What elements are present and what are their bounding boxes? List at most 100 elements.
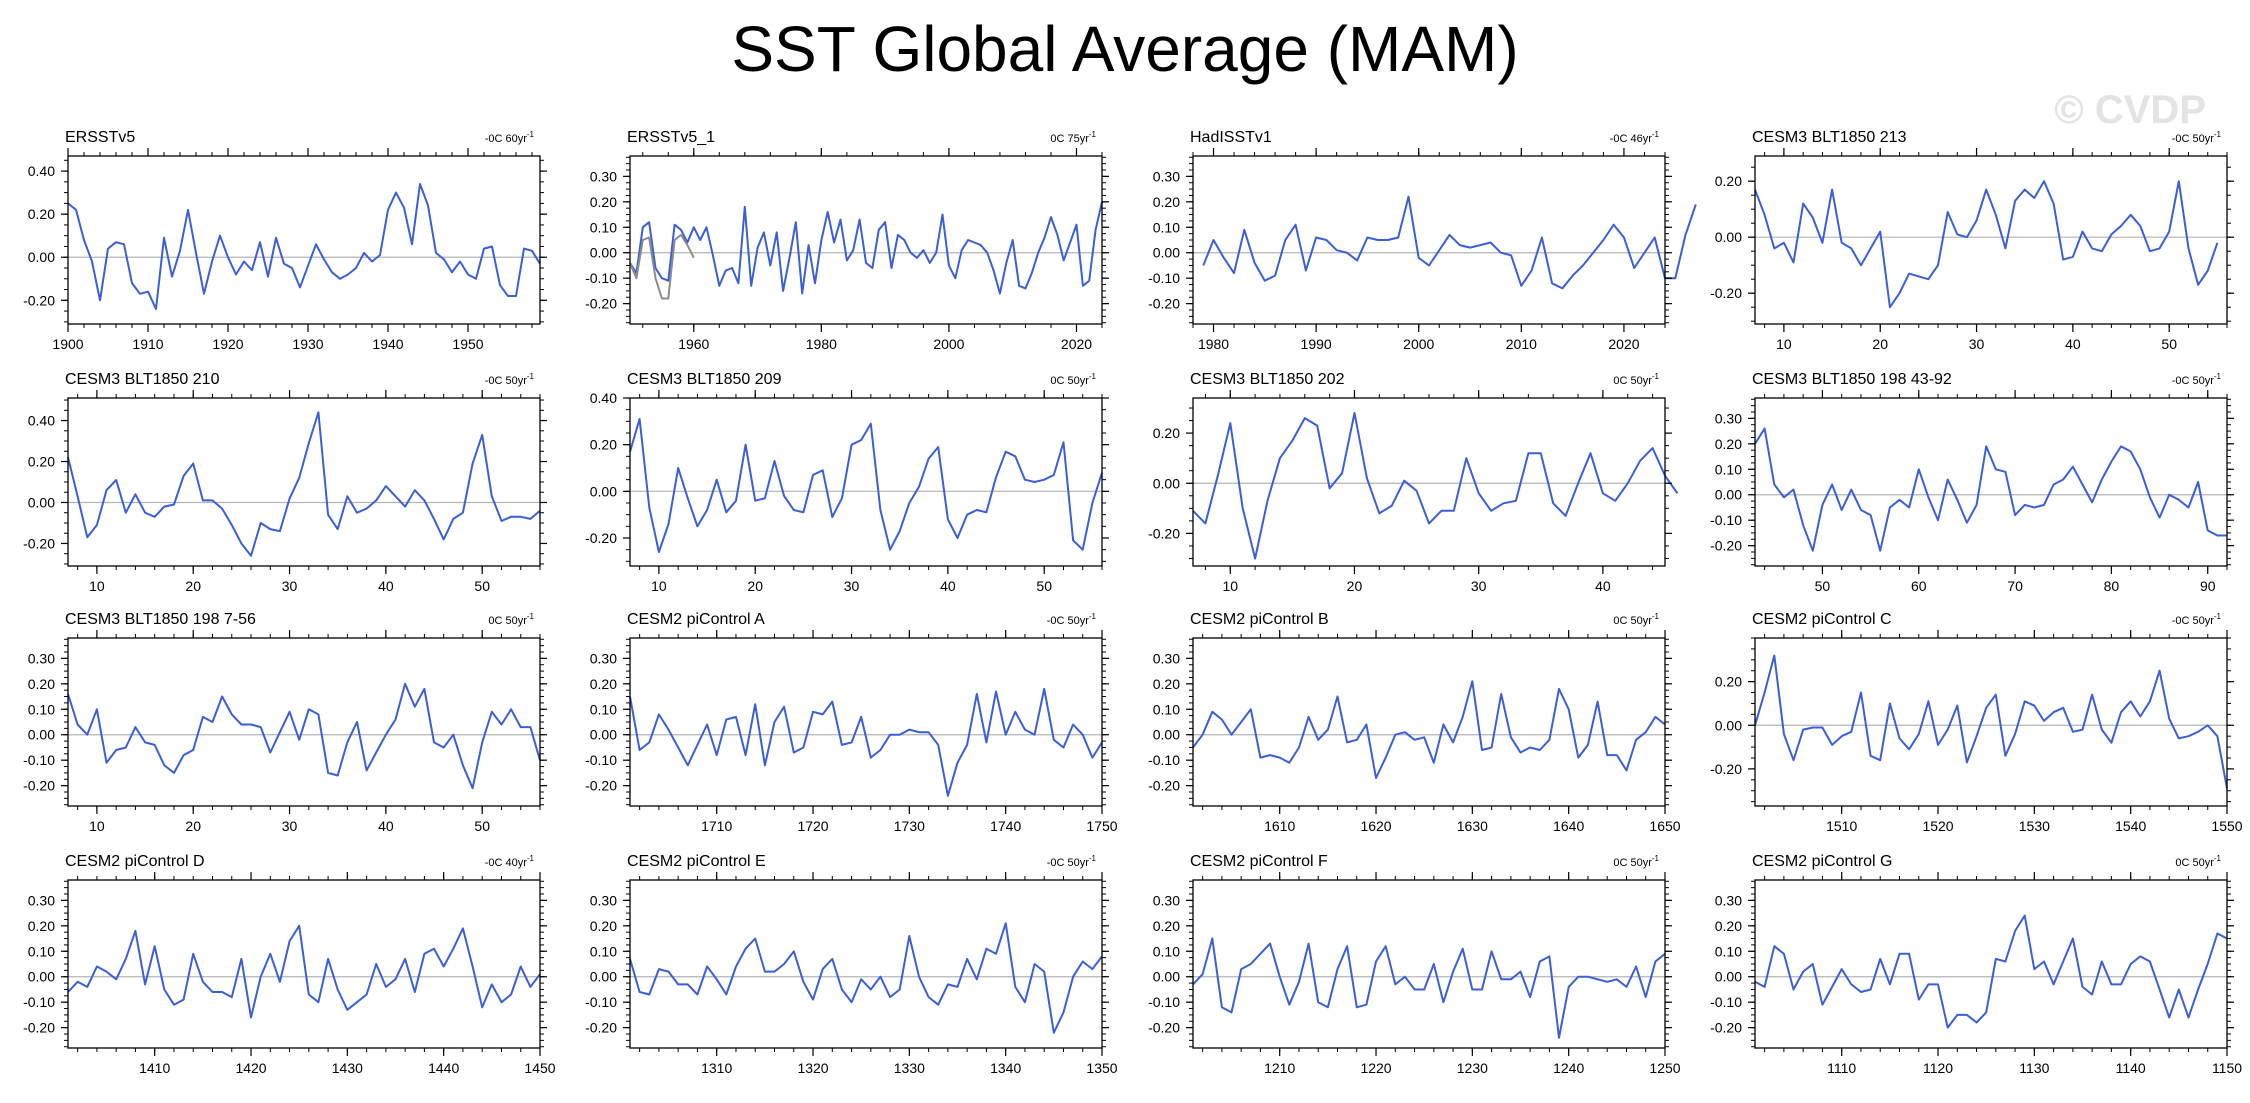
y-tick-label: 0.40 [28, 413, 55, 429]
chart-panel: -0.20 0.00 0.20 0.40 1900 1910 1920 1930 1940 195… [23, 129, 547, 352]
x-tick-label: 10 [651, 578, 667, 594]
x-tick-label: 50 [474, 578, 490, 594]
x-tick-label: 1980 [1198, 336, 1229, 352]
x-tick-label: 20 [185, 818, 201, 834]
y-tick-label: 0.10 [28, 701, 55, 717]
plot-frame [1192, 397, 1666, 567]
y-tick-label: 0.20 [590, 918, 617, 934]
y-tick-label: -0.10 [1148, 752, 1180, 768]
panel-trend-superscript: -1 [1652, 130, 1660, 139]
x-tick-label: 1750 [1086, 818, 1117, 834]
series-line [629, 233, 695, 300]
y-tick-label: 0.00 [1715, 229, 1742, 245]
x-tick-label: 1320 [797, 1060, 828, 1076]
y-tick-label: 0.30 [590, 168, 617, 184]
y-tick-label: 0.40 [28, 163, 55, 179]
plot-frame [629, 397, 1103, 567]
y-tick-label: 0.00 [590, 969, 617, 985]
panel-trend-superscript: -1 [527, 130, 535, 139]
chart-panel: -0.20 -0.10 0.00 0.10 0.20 0.30 1610 1620 1630 16… [1148, 611, 1681, 834]
x-tick-label: 20 [185, 578, 201, 594]
series-line [1192, 680, 1666, 779]
x-tick-label: 2010 [1506, 336, 1537, 352]
x-tick-label: 1910 [132, 336, 163, 352]
y-tick-label: 0.00 [1153, 475, 1180, 491]
series-line [629, 687, 1103, 797]
y-tick-label: 0.00 [1715, 487, 1742, 503]
panel-trend-label: 0C 50yr-1 [1050, 372, 1096, 387]
plot-frame [1192, 879, 1666, 1049]
x-tick-label: 50 [1815, 578, 1831, 594]
chart-panel: -0.20 -0.10 0.00 0.10 0.20 0.30 10 20 30 40 50 CESM… [23, 611, 547, 834]
x-tick-label: 1350 [1086, 1060, 1117, 1076]
panel-title: CESM3 BLT1850 202 [1190, 371, 1345, 388]
y-tick-label: -0.20 [1710, 1020, 1742, 1036]
x-tick-label: 10 [1776, 336, 1792, 352]
x-tick-label: 1980 [806, 336, 837, 352]
chart-panel: -0.20 -0.10 0.00 0.10 0.20 0.30 1980 1990 2000 20… [1148, 129, 1697, 352]
x-tick-label: 1120 [1923, 1060, 1953, 1076]
series-line [629, 922, 1103, 1034]
panel-trend-label: -0C 50yr-1 [2172, 612, 2222, 627]
plot-frame [1754, 397, 2228, 567]
panel-title: ERSSTv5 [65, 129, 135, 146]
y-tick-label: 0.00 [590, 245, 617, 261]
x-tick-label: 1720 [797, 818, 828, 834]
x-tick-label: 1220 [1360, 1060, 1391, 1076]
x-tick-label: 1250 [1649, 1060, 1680, 1076]
panel-title: CESM2 piControl A [627, 611, 765, 628]
y-tick-label: -0.20 [1148, 1020, 1180, 1036]
panel-trend-label: 0C 50yr-1 [1613, 372, 1659, 387]
x-tick-label: 1140 [2116, 1060, 2146, 1076]
x-tick-label: 1990 [1301, 336, 1332, 352]
x-tick-label: 1510 [1826, 818, 1857, 834]
y-tick-label: 0.00 [28, 494, 55, 510]
chart-panel: -0.20 0.00 0.20 0.40 10 20 30 40 50 CESM3 BLT1850… [585, 371, 1109, 594]
x-tick-label: 2000 [1403, 336, 1434, 352]
panel-trend-label: 0C 50yr-1 [2175, 854, 2221, 869]
y-tick-label: 0.30 [28, 650, 55, 666]
x-tick-label: 30 [282, 818, 298, 834]
y-tick-label: 0.20 [1715, 674, 1742, 690]
y-tick-label: 0.30 [28, 892, 55, 908]
series-line [67, 183, 541, 310]
panel-title: CESM2 piControl B [1190, 611, 1329, 628]
y-tick-label: 0.10 [1153, 219, 1180, 235]
y-tick-label: -0.10 [585, 994, 617, 1010]
x-tick-label: 40 [378, 578, 394, 594]
x-tick-label: 1950 [452, 336, 483, 352]
panel-title: CESM3 BLT1850 209 [627, 371, 782, 388]
series-line [1192, 412, 1679, 560]
panel-trend-label: -0C 60yr-1 [485, 130, 535, 145]
x-tick-label: 1240 [1553, 1060, 1584, 1076]
x-tick-label: 30 [282, 578, 298, 594]
y-tick-label: 0.30 [1153, 650, 1180, 666]
y-tick-label: 0.10 [590, 219, 617, 235]
panel-trend-label: -0C 50yr-1 [1047, 612, 1097, 627]
y-tick-label: -0.20 [23, 1020, 55, 1036]
x-tick-label: 40 [940, 578, 956, 594]
x-tick-label: 1150 [2212, 1060, 2242, 1076]
y-tick-label: -0.20 [1148, 525, 1180, 541]
chart-panel: -0.20 -0.10 0.00 0.10 0.20 0.30 1410 1420 1430 14… [23, 853, 556, 1076]
y-tick-label: 0.00 [1715, 717, 1742, 733]
x-tick-label: 2000 [933, 336, 964, 352]
panel-title: CESM2 piControl E [627, 853, 766, 870]
x-tick-label: 20 [1347, 578, 1363, 594]
x-tick-label: 1740 [990, 818, 1021, 834]
x-tick-label: 1530 [2019, 818, 2050, 834]
y-tick-label: -0.20 [1710, 761, 1742, 777]
panel-trend-label: -0C 46yr-1 [1610, 130, 1660, 145]
panel-trend-superscript: -1 [1652, 612, 1660, 621]
x-tick-label: 1610 [1264, 818, 1295, 834]
y-tick-label: -0.20 [585, 530, 617, 546]
chart-panel: -0.20 -0.10 0.00 0.10 0.20 0.30 1210 1220 1230 12… [1148, 853, 1681, 1076]
panel-trend-superscript: -1 [1652, 372, 1660, 381]
chart-panel: -0.20 -0.10 0.00 0.10 0.20 0.30 1310 1320 1330 13… [585, 853, 1118, 1076]
series-line [1754, 914, 2228, 1029]
x-tick-label: 1210 [1264, 1060, 1295, 1076]
y-tick-label: 0.10 [1153, 943, 1180, 959]
y-tick-label: -0.20 [1148, 778, 1180, 794]
y-tick-label: -0.20 [585, 1020, 617, 1036]
